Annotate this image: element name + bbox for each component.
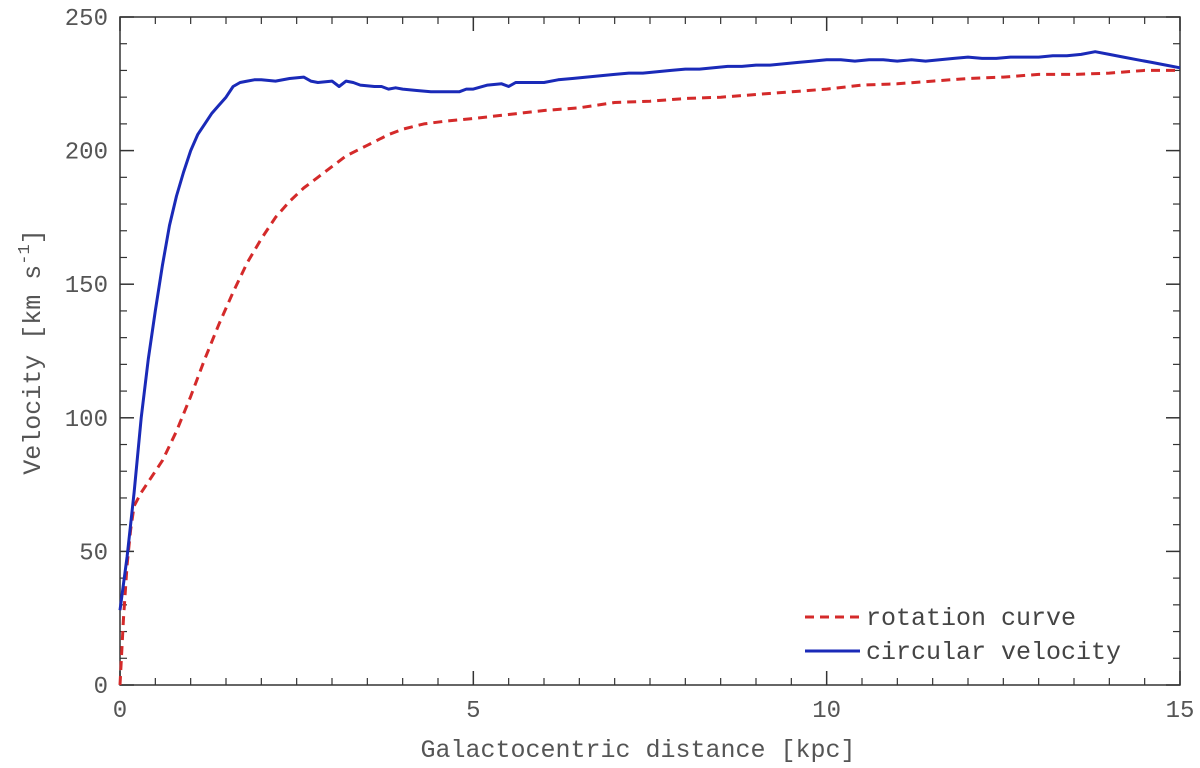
x-tick-label: 10 <box>812 698 841 725</box>
legend-label-rotation-curve: rotation curve <box>866 604 1076 633</box>
x-axis-label: Galactocentric distance [kpc] <box>420 736 855 765</box>
x-tick-label: 5 <box>466 698 480 725</box>
y-tick-label: 200 <box>65 140 108 167</box>
y-axis-label: Velocity [km s-1] <box>16 229 48 474</box>
series-lines <box>118 50 1181 686</box>
y-axis-label-sup: -1 <box>16 244 35 264</box>
series-line-circular-velocity <box>118 50 1181 611</box>
legend: rotation curve circular velocity <box>805 604 1121 667</box>
x-tick-labels: 0 5 10 15 <box>113 698 1195 725</box>
y-axis-label-tail: ] <box>19 229 48 244</box>
y-tick-label: 150 <box>65 273 108 300</box>
plot-area-frame <box>119 16 1181 686</box>
y-tick-label: 50 <box>79 540 108 567</box>
y-tick-label: 100 <box>65 407 108 434</box>
y-tick-label: 0 <box>94 674 108 701</box>
x-tick-label: 0 <box>113 698 127 725</box>
minor-ticks <box>120 17 1180 685</box>
y-tick-labels: 0 50 100 150 200 250 <box>65 6 108 701</box>
x-tick-label: 15 <box>1166 698 1195 725</box>
y-tick-label: 250 <box>65 6 108 33</box>
legend-label-circular-velocity: circular velocity <box>866 638 1121 667</box>
y-axis-label-main: Velocity [km s <box>19 265 48 475</box>
